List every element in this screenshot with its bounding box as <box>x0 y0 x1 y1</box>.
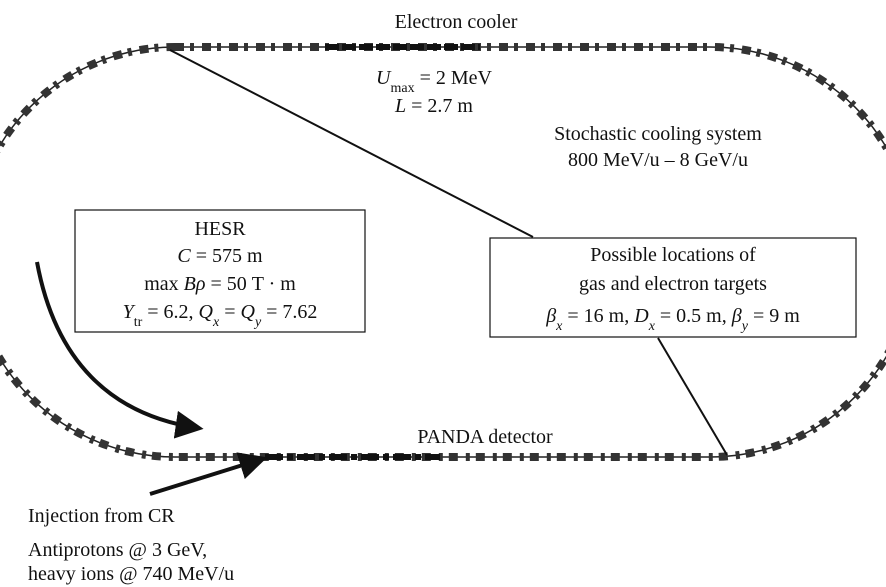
text-part: β <box>731 305 742 327</box>
text-part: = <box>219 301 240 323</box>
text-part: x <box>648 319 656 334</box>
text-part: β <box>545 305 556 327</box>
umax-label: Umax = 2 MeV <box>376 67 493 96</box>
text-part: y <box>740 319 749 334</box>
text-part: Bρ <box>184 273 206 295</box>
targets-optics: βx = 16 m, Dx = 0.5 m, βy = 9 m <box>545 305 800 334</box>
targets-box <box>489 237 857 338</box>
ring-magnets <box>0 43 886 461</box>
panda-label: PANDA detector <box>417 426 553 448</box>
text-part: = 2 MeV <box>415 67 493 89</box>
text-part: Y <box>123 301 136 323</box>
text-part: = 575 m <box>191 245 263 267</box>
electron-cooler-label: Electron cooler <box>395 11 518 33</box>
injection-line1: Antiprotons @ 3 GeV, <box>28 539 207 561</box>
targets-line1: Possible locations of <box>590 244 756 266</box>
text-part: Q <box>199 301 214 323</box>
text-part: max <box>390 81 414 96</box>
text-part: = 50 T · m <box>205 273 296 295</box>
beam-direction-arrow <box>35 261 204 439</box>
text-part: = 0.5 m, <box>655 305 732 327</box>
text-part: U <box>376 67 392 89</box>
stochastic-range: 800 MeV/u – 8 GeV/u <box>568 149 748 171</box>
text-part: L <box>394 95 406 117</box>
text-part: tr <box>134 315 143 330</box>
pointer-line <box>657 337 728 456</box>
text-part: D <box>633 305 649 327</box>
text-part: x <box>555 319 563 334</box>
text-part: = 2.7 m <box>406 95 473 117</box>
text-part: = 9 m <box>748 305 800 327</box>
text-part: = 6.2, <box>142 301 198 323</box>
injection-title: Injection from CR <box>28 505 175 527</box>
text-part: max <box>144 273 183 295</box>
stochastic-label: Stochastic cooling system <box>554 123 762 145</box>
pointer-line <box>169 49 534 238</box>
hesr-tunes: Ytr = 6.2, Qx = Qy = 7.62 <box>123 301 318 330</box>
text-part: = 16 m, <box>562 305 634 327</box>
text-part: Q <box>240 301 255 323</box>
text-part: = 7.62 <box>261 301 317 323</box>
hesr-rigidity: max Bρ = 50 T · m <box>144 273 296 295</box>
length-label: L = 2.7 m <box>394 95 473 117</box>
hesr-box <box>74 209 366 333</box>
text-part: C <box>177 245 191 267</box>
hesr-title: HESR <box>194 218 246 240</box>
text-part: y <box>253 315 262 330</box>
injection-line2: heavy ions @ 740 MeV/u <box>28 563 234 585</box>
hesr-circumference: C = 575 m <box>177 245 263 267</box>
targets-line2: gas and electron targets <box>579 273 767 295</box>
injection-arrow <box>149 452 268 496</box>
text-part: x <box>212 315 220 330</box>
